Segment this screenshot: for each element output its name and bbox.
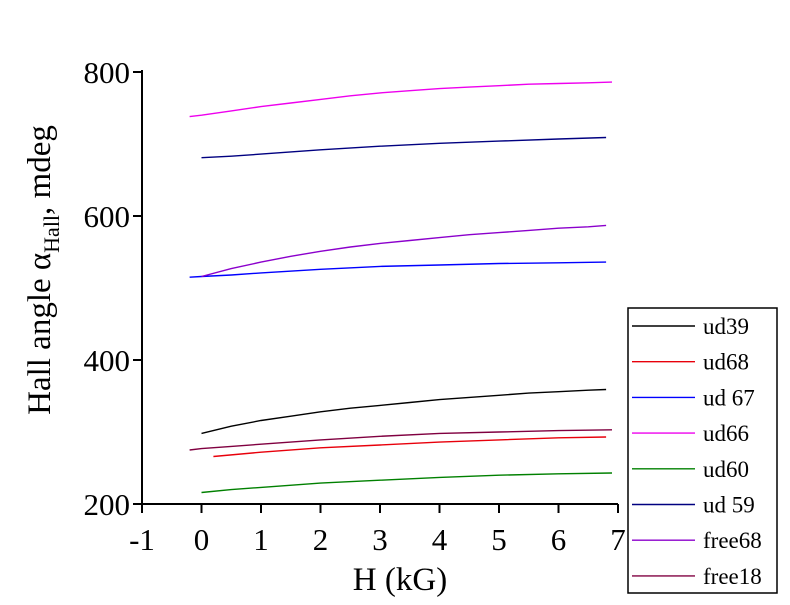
x-axis-title: H (kG) xyxy=(353,562,447,598)
legend-label: free18 xyxy=(703,564,762,589)
series-lines xyxy=(189,81,613,494)
legend-label: ud68 xyxy=(703,350,749,375)
x-tick-label: 3 xyxy=(372,522,388,557)
series-line-free68 xyxy=(201,224,607,278)
x-tick-label: 5 xyxy=(491,522,507,557)
y-axis-title-main: Hall angle α xyxy=(22,253,58,415)
legend-items: ud39 ud68 ud 67 ud66 ud60 ud 59 free68 free18 xyxy=(632,314,762,589)
y-axis-title-subscript: Hall xyxy=(39,215,64,253)
series-line-ud-59 xyxy=(201,136,607,159)
legend-label: ud 67 xyxy=(703,385,755,410)
y-tick-label: 600 xyxy=(84,199,131,234)
x-ticks: -1 0 1 2 3 4 5 6 7 xyxy=(129,504,626,557)
y-tick-label: 800 xyxy=(84,55,131,90)
legend-label: ud 59 xyxy=(703,493,755,518)
y-axis-title: Hall angle αHall, mdeg xyxy=(22,125,64,415)
series-line-ud60 xyxy=(201,472,613,494)
legend-label: ud39 xyxy=(703,314,749,339)
y-tick-label: 400 xyxy=(84,343,131,378)
legend-label: ud66 xyxy=(703,421,749,446)
series-line-ud-67 xyxy=(189,261,607,278)
y-tick-label: 200 xyxy=(84,487,131,522)
legend-box xyxy=(627,307,778,594)
x-tick-label: 2 xyxy=(313,522,329,557)
legend-label: ud60 xyxy=(703,457,749,482)
series-line-ud68 xyxy=(213,436,607,458)
x-tick-label: 0 xyxy=(194,522,210,557)
x-tick-label: 7 xyxy=(610,522,626,557)
x-tick-label: 4 xyxy=(432,522,448,557)
x-tick-label: 6 xyxy=(551,522,567,557)
x-tick-label: -1 xyxy=(129,522,155,557)
series-line-ud66 xyxy=(189,81,613,118)
legend: ud39 ud68 ud 67 ud66 ud60 ud 59 free68 free18 xyxy=(627,307,778,594)
x-tick-label: 1 xyxy=(253,522,269,557)
plot-area: 200 400 600 800 -1 0 1 2 3 4 5 6 7 xyxy=(84,55,626,557)
legend-label: free68 xyxy=(703,528,762,553)
series-line-ud39 xyxy=(201,388,607,435)
series-line-free18 xyxy=(189,429,613,451)
y-axis-title-tail: , mdeg xyxy=(22,125,58,215)
y-ticks: 200 400 600 800 xyxy=(84,55,142,522)
